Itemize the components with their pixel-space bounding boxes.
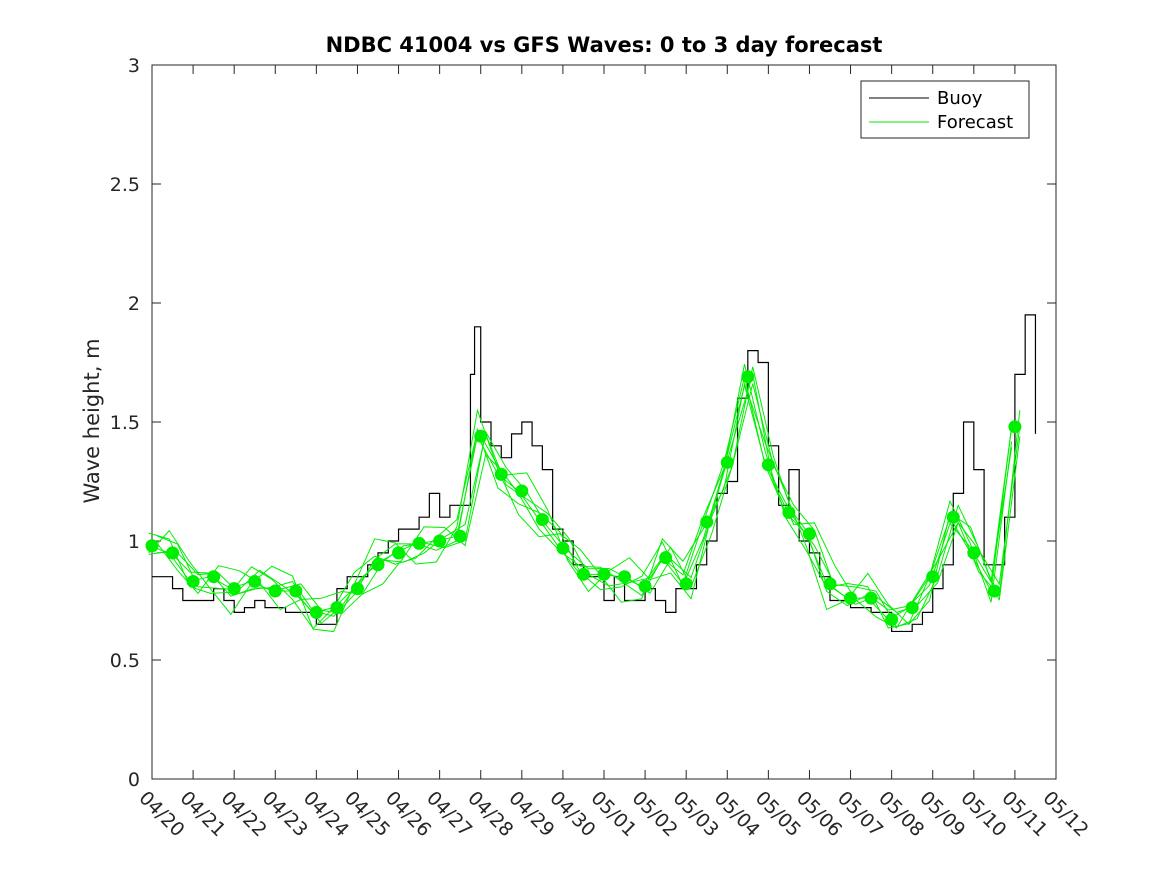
forecast-marker (309, 605, 323, 619)
forecast-marker (227, 582, 241, 596)
forecast-marker (1008, 420, 1022, 434)
forecast-marker (289, 584, 303, 598)
plot-frame (151, 64, 1057, 780)
forecast-marker (392, 546, 406, 560)
forecast-marker (782, 505, 796, 519)
forecast-marker (802, 527, 816, 541)
forecast-marker (926, 570, 940, 584)
forecast-marker (844, 591, 858, 605)
forecast-marker (453, 529, 467, 543)
legend-forecast-label: Forecast (937, 112, 1013, 133)
forecast-marker (741, 370, 755, 384)
y-tick-label: 1 (128, 531, 140, 553)
forecast-marker (597, 567, 611, 581)
legend: Buoy Forecast (860, 80, 1030, 139)
forecast-marker (350, 582, 364, 596)
forecast-marker (248, 574, 262, 588)
forecast-run-line (148, 382, 1013, 633)
forecast-marker (474, 429, 488, 443)
forecast-marker (145, 539, 159, 553)
forecast-marker (638, 579, 652, 593)
forecast-run-line (156, 373, 1021, 629)
legend-buoy-label: Buoy (937, 88, 983, 109)
forecast-marker (823, 577, 837, 591)
forecast-marker (535, 513, 549, 527)
forecast-marker (967, 546, 981, 560)
forecast-marker (864, 591, 878, 605)
forecast-marker (494, 467, 508, 481)
forecast-marker (618, 570, 632, 584)
chart-title: NDBC 41004 vs GFS Waves: 0 to 3 day fore… (326, 33, 883, 57)
y-tick-label: 0 (128, 769, 140, 791)
y-tick-label: 1.5 (110, 412, 140, 434)
forecast-marker (576, 567, 590, 581)
forecast-marker (556, 541, 570, 555)
y-tick-label: 0.5 (110, 650, 140, 672)
forecast-marker (412, 536, 426, 550)
forecast-marker (905, 601, 919, 615)
y-axis-label: Wave height, m (80, 338, 104, 503)
forecast-marker (268, 584, 282, 598)
y-tick-label: 3 (128, 55, 140, 77)
forecast-marker (720, 455, 734, 469)
y-tick-label: 2.5 (110, 174, 140, 196)
forecast-marker (987, 584, 1001, 598)
forecast-marker (207, 570, 221, 584)
forecast-marker (659, 551, 673, 565)
forecast-marker (679, 577, 693, 591)
forecast-marker (885, 613, 899, 627)
forecast-marker (946, 510, 960, 524)
legend-box (860, 80, 1030, 139)
forecast-marker (433, 534, 447, 548)
forecast-marker (515, 484, 529, 498)
forecast-marker (330, 601, 344, 615)
forecast-marker (166, 546, 180, 560)
forecast-marker (761, 458, 775, 472)
plot-area: 00.511.522.5304/2004/2104/2204/2304/2404… (110, 55, 1093, 841)
forecast-marker (371, 558, 385, 572)
forecast-marker (186, 574, 200, 588)
y-tick-label: 2 (128, 293, 140, 315)
forecast-marker (700, 515, 714, 529)
